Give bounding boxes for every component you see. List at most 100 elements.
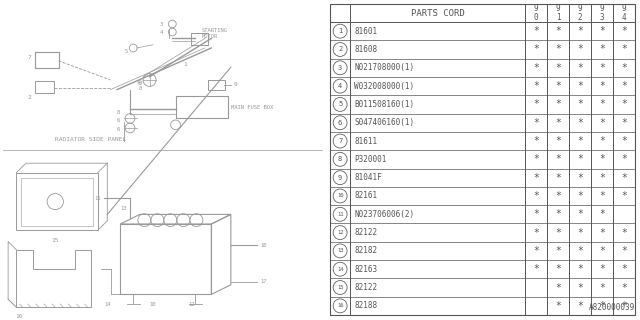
- Text: 12: 12: [337, 230, 344, 235]
- Text: *: *: [577, 228, 583, 237]
- Text: 10: 10: [260, 243, 267, 248]
- Text: *: *: [533, 100, 539, 109]
- Text: *: *: [533, 209, 539, 219]
- Bar: [175, 96, 228, 118]
- Text: *: *: [533, 228, 539, 237]
- Text: *: *: [599, 81, 605, 91]
- Text: *: *: [577, 100, 583, 109]
- Text: 9
1: 9 1: [556, 4, 561, 22]
- Text: *: *: [599, 136, 605, 146]
- Text: *: *: [533, 118, 539, 128]
- Text: STARTING: STARTING: [202, 28, 228, 33]
- Text: *: *: [599, 301, 605, 311]
- Text: *: *: [599, 209, 605, 219]
- Text: *: *: [599, 118, 605, 128]
- Text: 10: 10: [150, 301, 156, 307]
- Text: *: *: [555, 173, 561, 183]
- Text: 6: 6: [338, 120, 342, 126]
- Text: 15: 15: [52, 237, 59, 243]
- Text: *: *: [621, 173, 627, 183]
- Bar: [120, 224, 211, 294]
- Text: *: *: [621, 228, 627, 237]
- Text: *: *: [621, 100, 627, 109]
- Text: 4: 4: [338, 83, 342, 89]
- Text: 82161: 82161: [354, 191, 377, 200]
- Text: 81611: 81611: [354, 137, 377, 146]
- Text: 5: 5: [338, 101, 342, 108]
- Text: *: *: [621, 154, 627, 164]
- Text: 81041F: 81041F: [354, 173, 382, 182]
- Text: *: *: [555, 191, 561, 201]
- Text: *: *: [621, 301, 627, 311]
- Text: *: *: [533, 63, 539, 73]
- Text: 9: 9: [338, 175, 342, 181]
- Text: 2: 2: [28, 95, 31, 100]
- Text: MOTOR: MOTOR: [202, 34, 218, 39]
- Text: 7: 7: [28, 55, 31, 60]
- Text: *: *: [621, 264, 627, 274]
- Text: 11: 11: [337, 212, 344, 217]
- Text: 6: 6: [117, 127, 120, 132]
- Text: *: *: [555, 100, 561, 109]
- Text: P320001: P320001: [354, 155, 387, 164]
- Text: 14: 14: [104, 301, 111, 307]
- Text: 3: 3: [338, 65, 342, 71]
- Text: *: *: [555, 301, 561, 311]
- Text: *: *: [555, 283, 561, 292]
- Text: *: *: [621, 136, 627, 146]
- Text: 5: 5: [125, 49, 129, 54]
- Text: N021708000(1): N021708000(1): [354, 63, 414, 72]
- Text: *: *: [599, 100, 605, 109]
- Text: 1: 1: [184, 61, 187, 67]
- Text: *: *: [533, 81, 539, 91]
- Text: 9
2: 9 2: [578, 4, 582, 22]
- Text: *: *: [621, 191, 627, 201]
- Text: 9
4: 9 4: [621, 4, 627, 22]
- Text: *: *: [555, 118, 561, 128]
- Text: 16: 16: [16, 314, 23, 319]
- Text: 16: 16: [337, 303, 344, 308]
- Bar: [16, 173, 97, 230]
- Text: *: *: [577, 136, 583, 146]
- Text: *: *: [599, 246, 605, 256]
- Text: 2: 2: [338, 46, 342, 52]
- Text: *: *: [533, 191, 539, 201]
- Text: *: *: [621, 63, 627, 73]
- Text: *: *: [577, 26, 583, 36]
- Text: 82122: 82122: [354, 283, 377, 292]
- Text: *: *: [533, 44, 539, 54]
- Text: *: *: [621, 26, 627, 36]
- Text: *: *: [533, 26, 539, 36]
- Text: *: *: [577, 44, 583, 54]
- Text: 81608: 81608: [354, 45, 377, 54]
- Text: 82163: 82163: [354, 265, 377, 274]
- Text: *: *: [555, 264, 561, 274]
- Text: *: *: [533, 173, 539, 183]
- Text: *: *: [577, 118, 583, 128]
- Text: 17: 17: [260, 279, 267, 284]
- Text: 82182: 82182: [354, 246, 377, 255]
- Text: *: *: [577, 81, 583, 91]
- Text: 8: 8: [338, 156, 342, 162]
- Text: *: *: [555, 228, 561, 237]
- Text: *: *: [533, 246, 539, 256]
- Text: *: *: [599, 191, 605, 201]
- Text: 12: 12: [189, 301, 195, 307]
- Text: *: *: [555, 81, 561, 91]
- Text: 13: 13: [337, 248, 344, 253]
- Text: 9
3: 9 3: [600, 4, 604, 22]
- Text: PARTS CORD: PARTS CORD: [411, 9, 465, 18]
- Text: 1: 1: [338, 28, 342, 34]
- Text: 14: 14: [337, 267, 344, 272]
- Text: *: *: [555, 26, 561, 36]
- Text: *: *: [555, 63, 561, 73]
- Text: *: *: [577, 301, 583, 311]
- Text: 7: 7: [338, 138, 342, 144]
- Text: *: *: [621, 44, 627, 54]
- Text: 81601: 81601: [354, 27, 377, 36]
- Text: 9: 9: [234, 82, 238, 87]
- Text: *: *: [555, 209, 561, 219]
- Text: 82122: 82122: [354, 228, 377, 237]
- Text: A820000039: A820000039: [589, 303, 635, 312]
- Text: *: *: [599, 44, 605, 54]
